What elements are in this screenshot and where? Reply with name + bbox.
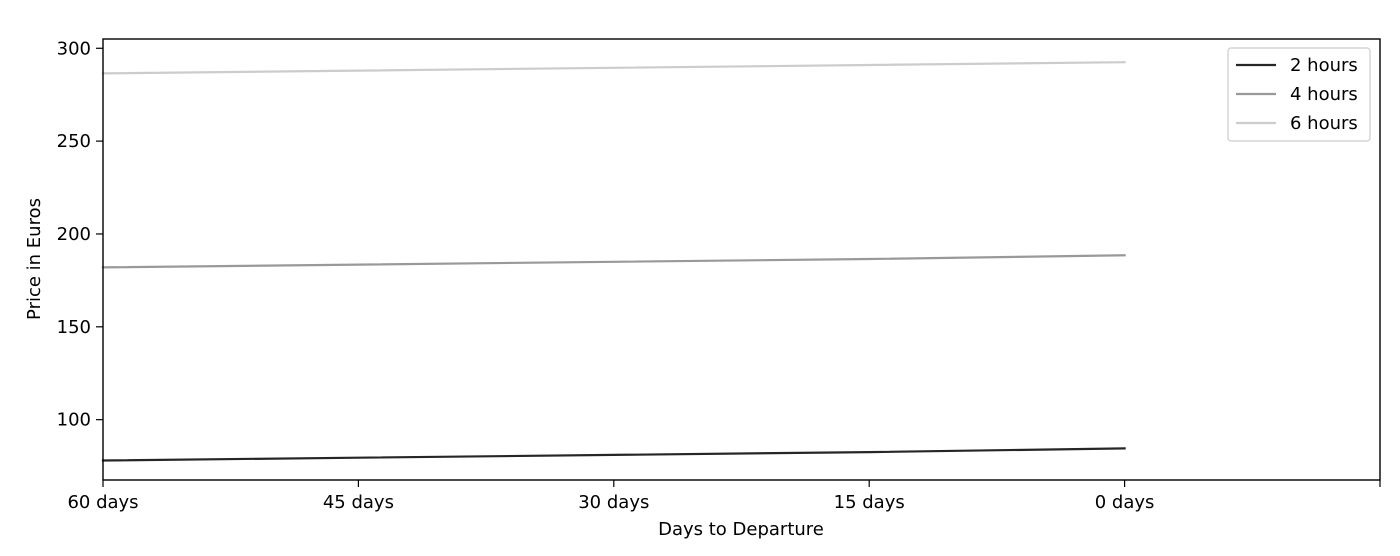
x-tick-label: 45 days — [323, 492, 394, 513]
x-tick-label: 15 days — [834, 492, 905, 513]
y-tick-label: 200 — [57, 224, 91, 245]
y-tick-label: 250 — [57, 131, 91, 152]
x-tick-label: 0 days — [1095, 492, 1155, 513]
series-line-2 — [101, 254, 1126, 269]
y-tick-label: 150 — [57, 317, 91, 338]
y-tick-label: 300 — [57, 38, 91, 59]
y-axis: 100 150 200 250 300 — [57, 38, 103, 431]
y-axis-label: Price in Euros — [24, 198, 45, 320]
legend-label: 2 hours — [1290, 55, 1358, 76]
x-tick-label: 60 days — [67, 492, 138, 513]
legend-box — [1227, 47, 1371, 142]
series-layer — [101, 61, 1126, 462]
legend: 2 hours 4 hours 6 hours — [1227, 47, 1371, 142]
series-line-1 — [101, 447, 1126, 462]
legend-label: 4 hours — [1290, 84, 1358, 105]
y-tick-label: 100 — [57, 410, 91, 431]
plot-frame — [102, 38, 1381, 481]
x-tick-label: 30 days — [578, 492, 649, 513]
legend-label: 6 hours — [1290, 113, 1358, 134]
series-line-3 — [101, 61, 1126, 75]
x-axis-label: Days to Departure — [658, 519, 824, 540]
x-axis: 60 days 45 days 30 days 15 days 0 days — [67, 480, 1381, 513]
